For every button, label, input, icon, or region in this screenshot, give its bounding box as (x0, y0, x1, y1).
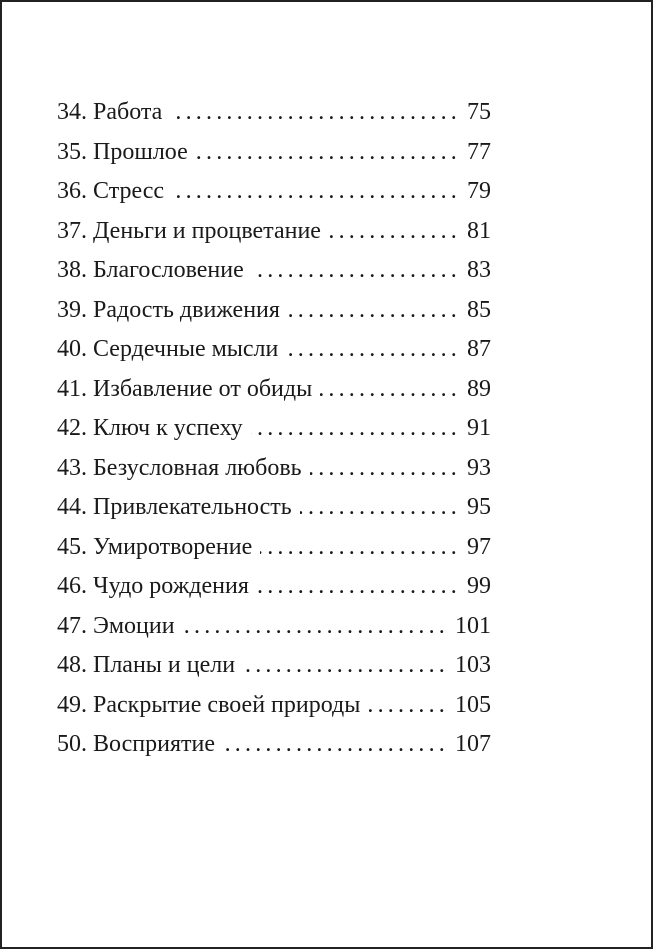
toc-entry: 49. Раскрытие своей природы.............… (57, 686, 491, 726)
dot-leader: ........................................… (260, 533, 461, 560)
toc-entry-title: 41. Избавление от обиды (57, 375, 313, 402)
toc-entry: 35. Прошлое.............................… (57, 133, 491, 173)
dot-leader: ........................................… (252, 257, 461, 283)
dot-leader: ........................................… (328, 217, 461, 244)
toc-entry-page: 81 (467, 217, 491, 244)
dot-leader: ........................................… (320, 375, 461, 402)
toc-entry-page: 105 (455, 691, 491, 718)
table-of-contents: 34. Работа..............................… (57, 93, 491, 765)
toc-entry-page: 87 (467, 336, 491, 362)
toc-entry-title: 44. Привлекательность (57, 494, 292, 520)
dot-leader: ........................................… (183, 612, 449, 639)
toc-entry-title: 43. Безусловная любовь (57, 454, 302, 481)
toc-entry-page: 77 (467, 138, 491, 165)
toc-entry-title: 40. Сердечные мысли (57, 336, 279, 362)
dot-leader: ........................................… (251, 415, 461, 441)
toc-entry-title: 36. Стресс (57, 178, 165, 204)
toc-entry-title: 49. Раскрытие своей природы (57, 691, 361, 718)
toc-entry: 38. Благословение.......................… (57, 251, 491, 291)
toc-entry: 50. Восприятие..........................… (57, 725, 491, 765)
dot-leader: ........................................… (256, 573, 461, 599)
toc-entry-title: 34. Работа (57, 99, 163, 125)
dot-leader: ........................................… (172, 178, 461, 204)
toc-entry: 42. Ключ к успеху.......................… (57, 409, 491, 449)
dot-leader: ........................................… (243, 652, 449, 678)
dot-leader: ........................................… (286, 336, 461, 362)
dot-leader: ........................................… (287, 296, 461, 323)
toc-entry: 41. Избавление от обиды.................… (57, 370, 491, 410)
toc-entry-title: 48. Планы и цели (57, 652, 236, 678)
toc-entry-page: 107 (455, 731, 491, 757)
toc-entry-page: 85 (467, 296, 491, 323)
toc-entry-page: 93 (467, 454, 491, 481)
toc-entry: 45. Умиротворение.......................… (57, 528, 491, 568)
toc-entry-page: 103 (455, 652, 491, 678)
dot-leader: ........................................… (170, 99, 461, 125)
toc-entry: 44. Привлекательность...................… (57, 488, 491, 528)
toc-entry-page: 89 (467, 375, 491, 402)
toc-entry: 39. Радость движения....................… (57, 291, 491, 331)
toc-entry: 37. Деньги и процветание................… (57, 212, 491, 252)
toc-entry-title: 50. Восприятие (57, 731, 215, 757)
toc-entry: 46. Чудо рождения.......................… (57, 567, 491, 607)
toc-entry: 40. Сердечные мысли.....................… (57, 330, 491, 370)
toc-entry-page: 95 (467, 494, 491, 520)
dot-leader: ........................................… (309, 454, 461, 481)
toc-entry-page: 99 (467, 573, 491, 599)
dot-leader: ........................................… (368, 691, 449, 718)
toc-entry-page: 75 (467, 99, 491, 125)
toc-entry-page: 83 (467, 257, 491, 283)
toc-entry-page: 91 (467, 415, 491, 441)
toc-entry: 36. Стресс..............................… (57, 172, 491, 212)
toc-entry-title: 47. Эмоции (57, 612, 175, 639)
toc-entry-page: 97 (467, 533, 491, 560)
toc-entry-page: 101 (455, 612, 491, 639)
toc-entry-title: 45. Умиротворение (57, 533, 253, 560)
toc-entry-title: 35. Прошлое (57, 138, 188, 165)
toc-entry-page: 79 (467, 178, 491, 204)
dot-leader: ........................................… (223, 731, 449, 757)
toc-entry-title: 39. Радость движения (57, 296, 280, 323)
toc-entry-title: 38. Благословение (57, 257, 244, 283)
toc-entry-title: 37. Деньги и процветание (57, 217, 321, 244)
toc-entry: 43. Безусловная любовь..................… (57, 449, 491, 489)
dot-leader: ........................................… (300, 494, 461, 520)
dot-leader: ........................................… (195, 138, 461, 165)
toc-entry-title: 42. Ключ к успеху (57, 415, 243, 441)
toc-entry: 48. Планы и цели........................… (57, 646, 491, 686)
toc-entry: 47. Эмоции..............................… (57, 607, 491, 647)
toc-entry-title: 46. Чудо рождения (57, 573, 249, 599)
toc-entry: 34. Работа..............................… (57, 93, 491, 133)
